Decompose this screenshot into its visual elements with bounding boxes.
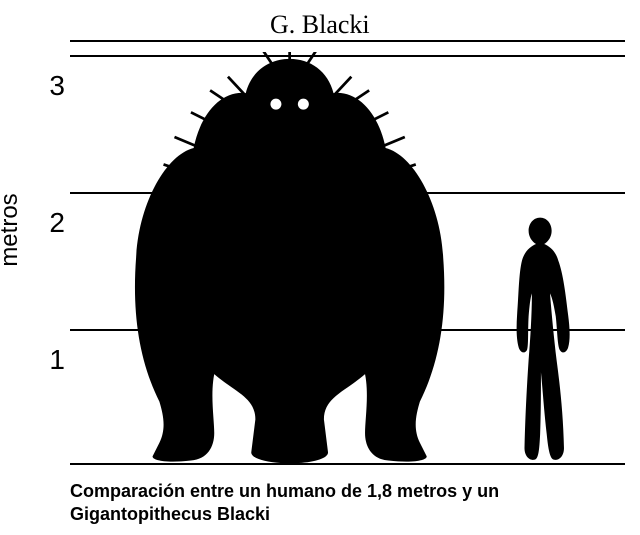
ytick-2: 2 <box>49 207 65 239</box>
comparison-chart: G. Blacki 3 2 1 <box>70 10 625 465</box>
caption: Comparación entre un humano de 1,8 metro… <box>70 480 610 525</box>
silhouette-gigantopithecus <box>84 52 495 463</box>
plot-area: 3 2 1 <box>70 40 625 465</box>
ytick-3: 3 <box>49 70 65 102</box>
figure-top-label: G. Blacki <box>270 10 370 40</box>
y-axis-label: metros <box>0 193 24 266</box>
silhouette-human <box>499 216 581 463</box>
ytick-1: 1 <box>49 344 65 376</box>
